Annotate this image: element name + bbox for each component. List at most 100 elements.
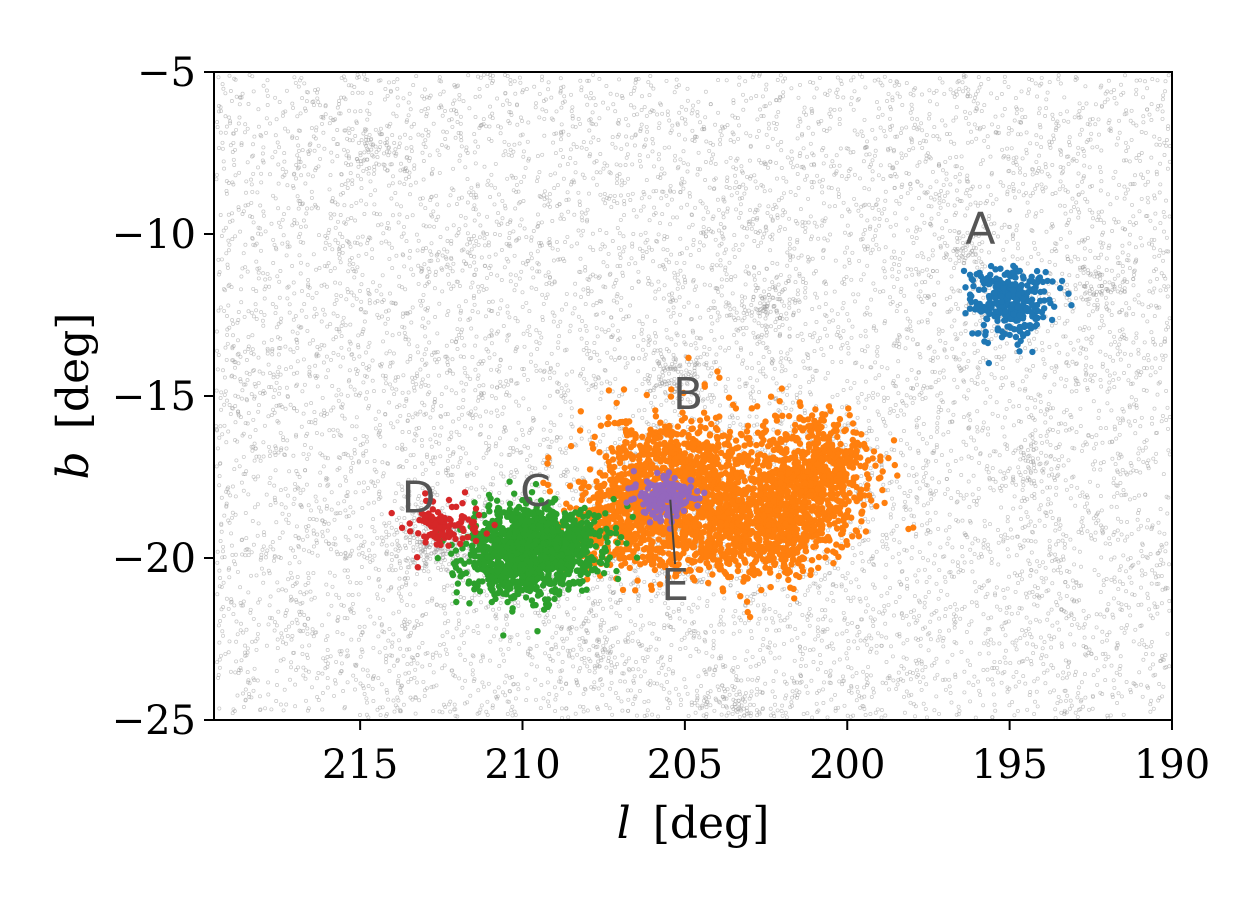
background-point [1005, 192, 1010, 197]
background-point [822, 236, 827, 241]
background-point [541, 696, 546, 701]
background-point [397, 403, 402, 408]
background-point [876, 77, 881, 82]
background-point [1064, 534, 1069, 538]
background-point [795, 693, 800, 698]
background-point [956, 306, 961, 311]
background-point [287, 310, 292, 315]
background-point [1017, 387, 1022, 392]
background-point [1099, 555, 1104, 560]
background-point [1007, 185, 1012, 190]
background-point [737, 75, 742, 80]
background-point [246, 335, 251, 339]
background-point [1011, 674, 1016, 679]
background-point [1043, 565, 1048, 570]
background-point [516, 420, 521, 425]
background-point [707, 185, 712, 190]
background-point [1032, 602, 1037, 607]
background-point [1163, 79, 1168, 84]
background-point [571, 142, 576, 147]
background-point [566, 715, 571, 720]
background-point [376, 634, 381, 639]
background-point [642, 377, 647, 381]
background-point [444, 385, 449, 390]
background-point [406, 100, 411, 105]
background-point [814, 295, 819, 300]
background-point [924, 580, 929, 584]
background-point [825, 371, 830, 376]
background-point [1037, 153, 1042, 158]
background-point [407, 342, 412, 347]
background-point [863, 228, 867, 232]
background-point [513, 91, 518, 96]
background-point [870, 247, 875, 252]
background-point [846, 639, 851, 643]
background-point [1098, 426, 1103, 431]
background-point [1057, 591, 1062, 596]
background-point [230, 346, 235, 351]
background-point [926, 558, 931, 563]
background-point [636, 584, 641, 589]
background-point [260, 547, 265, 552]
background-point [936, 211, 941, 216]
background-point [947, 512, 952, 517]
background-point [513, 206, 518, 211]
background-point [1094, 612, 1099, 617]
background-point [320, 453, 325, 458]
background-point [854, 671, 859, 676]
background-point [1116, 376, 1121, 381]
background-point [437, 75, 442, 80]
background-point [293, 314, 298, 319]
background-point [296, 235, 301, 240]
background-point [1038, 503, 1043, 508]
background-point [317, 347, 322, 352]
background-point [588, 245, 593, 250]
background-point [969, 619, 974, 624]
background-point [244, 536, 249, 541]
background-point [720, 704, 725, 709]
background-point [764, 627, 769, 632]
background-point [225, 314, 229, 318]
background-point [1104, 426, 1109, 431]
background-point [516, 403, 521, 408]
background-point [343, 78, 348, 83]
background-point [749, 636, 754, 641]
background-point [850, 250, 855, 255]
background-point [725, 175, 730, 180]
background-point [390, 386, 395, 391]
background-point [824, 129, 829, 134]
background-point [992, 659, 997, 664]
background-point [654, 594, 659, 599]
background-point [837, 163, 842, 168]
background-point [1145, 555, 1150, 560]
background-point [1081, 524, 1086, 529]
background-point [215, 125, 220, 130]
background-point [1111, 615, 1116, 620]
background-point [629, 135, 634, 140]
background-point [647, 621, 652, 626]
background-point [937, 200, 942, 205]
background-point [815, 629, 820, 634]
background-point [341, 355, 346, 360]
background-point [1152, 226, 1157, 231]
background-point [937, 568, 942, 573]
background-point [225, 341, 230, 346]
background-point [396, 103, 401, 108]
background-point [300, 537, 305, 542]
background-point [462, 343, 467, 348]
background-point [405, 662, 410, 667]
background-point [605, 350, 610, 355]
background-point [868, 466, 873, 471]
background-point [901, 655, 906, 660]
background-point [556, 604, 561, 609]
background-point [727, 260, 732, 265]
background-point [422, 87, 427, 92]
background-point [895, 414, 900, 418]
background-point [665, 247, 670, 252]
background-point [936, 415, 941, 420]
background-point [249, 310, 254, 315]
background-point [807, 584, 812, 589]
background-point [1107, 630, 1112, 635]
background-point [788, 236, 792, 241]
background-point [350, 548, 354, 553]
